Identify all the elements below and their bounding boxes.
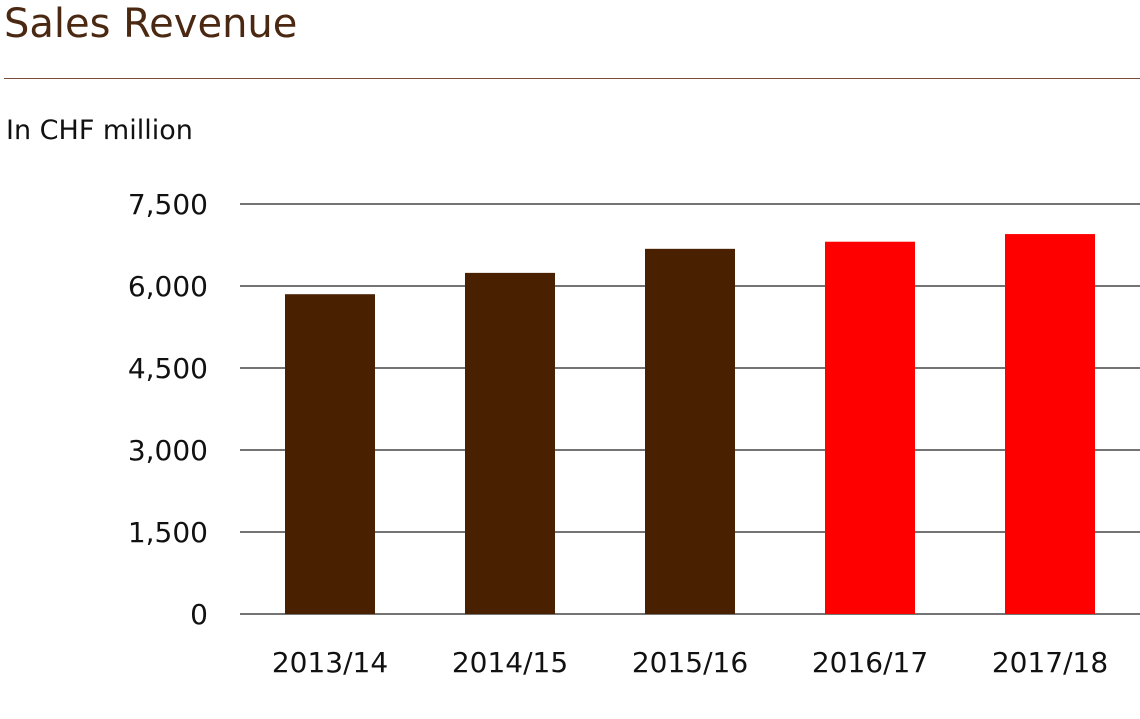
y-tick-label: 7,500 <box>128 188 208 221</box>
x-tick-label: 2014/15 <box>452 646 568 679</box>
x-tick-label: 2013/14 <box>272 646 388 679</box>
x-tick-label: 2017/18 <box>992 646 1108 679</box>
bar-2014-15 <box>465 272 555 614</box>
y-tick-label: 6,000 <box>128 270 208 303</box>
y-tick-label: 4,500 <box>128 352 208 385</box>
bar-2017-18 <box>1005 234 1095 615</box>
bars <box>285 234 1095 615</box>
y-tick-label: 0 <box>190 598 208 631</box>
y-tick-label: 3,000 <box>128 434 208 467</box>
y-tick-label: 1,500 <box>128 516 208 549</box>
y-axis-tick-labels: 0 1,500 3,000 4,500 6,000 7,500 <box>128 188 208 631</box>
title-divider <box>4 78 1140 79</box>
page-title: Sales Revenue <box>4 1 298 47</box>
unit-label: In CHF million <box>6 115 193 146</box>
bar-2016-17 <box>825 241 915 614</box>
bar-2015-16 <box>645 248 735 614</box>
bar-2013-14 <box>285 294 375 614</box>
x-tick-label: 2016/17 <box>812 646 928 679</box>
x-axis-tick-labels: 2013/14 2014/15 2015/16 2016/17 2017/18 <box>272 646 1108 679</box>
x-tick-label: 2015/16 <box>632 646 748 679</box>
